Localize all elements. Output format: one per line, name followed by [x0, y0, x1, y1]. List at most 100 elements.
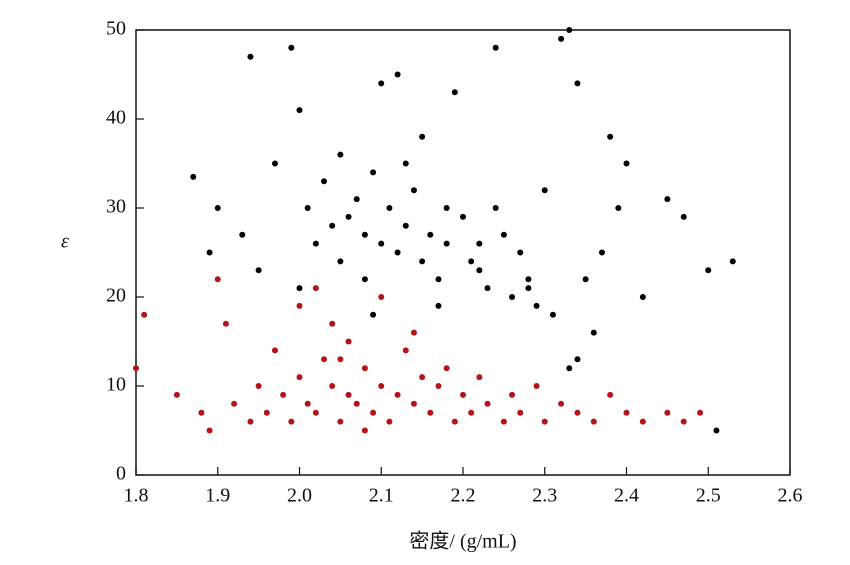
point — [460, 391, 466, 398]
x-tick-label: 2.3 — [532, 485, 557, 507]
x-tick-label: 2.2 — [451, 485, 476, 507]
point — [345, 391, 352, 398]
point — [271, 160, 278, 167]
point — [304, 400, 311, 407]
point — [337, 258, 344, 265]
point — [427, 409, 434, 416]
point — [729, 258, 736, 265]
point — [288, 44, 295, 51]
point — [361, 427, 368, 434]
y-tick-label: 30 — [106, 196, 126, 218]
point — [500, 418, 507, 425]
point — [394, 391, 401, 398]
point — [590, 329, 597, 336]
plot-frame — [135, 29, 791, 476]
point — [280, 391, 287, 398]
point — [492, 44, 499, 51]
point — [517, 409, 524, 416]
point — [288, 418, 295, 425]
point — [533, 383, 540, 389]
x-tick-label: 2.6 — [778, 485, 803, 507]
point — [378, 80, 385, 87]
point — [198, 409, 205, 416]
y-tick-label: 10 — [106, 374, 126, 396]
point — [231, 400, 238, 407]
point — [402, 347, 409, 354]
point — [345, 338, 352, 345]
point — [566, 365, 573, 372]
point — [361, 276, 368, 283]
point — [378, 294, 385, 300]
point — [296, 107, 303, 114]
point — [321, 178, 328, 185]
point — [361, 231, 368, 238]
point — [370, 311, 377, 318]
point — [639, 294, 646, 300]
point — [574, 409, 581, 416]
point — [304, 205, 311, 211]
point — [484, 400, 491, 407]
point — [468, 258, 475, 265]
point — [312, 409, 319, 416]
point — [370, 409, 377, 416]
point — [296, 285, 303, 292]
point — [427, 231, 434, 238]
point — [574, 80, 581, 87]
point — [451, 418, 458, 425]
point — [582, 276, 589, 283]
point — [590, 418, 597, 425]
point — [353, 196, 360, 203]
point — [664, 409, 671, 416]
point — [394, 249, 401, 256]
point — [460, 213, 466, 220]
point — [296, 374, 303, 381]
point — [525, 285, 532, 292]
point — [680, 213, 687, 220]
point — [680, 418, 687, 425]
point — [484, 285, 491, 292]
point — [206, 249, 213, 256]
point — [239, 231, 246, 238]
point — [639, 418, 646, 425]
point — [435, 383, 442, 389]
point — [353, 400, 360, 407]
point — [361, 365, 368, 372]
point — [705, 267, 712, 274]
x-axis-label: 密度/ (g/mL) — [409, 530, 516, 553]
point — [476, 267, 483, 274]
point — [173, 391, 180, 398]
point — [312, 285, 319, 292]
point — [378, 383, 385, 389]
point — [337, 356, 344, 363]
point — [410, 187, 417, 194]
y-tick-label: 50 — [106, 18, 126, 40]
point — [574, 356, 581, 363]
point — [664, 196, 671, 203]
y-tick-label: 0 — [116, 463, 126, 485]
point — [141, 311, 148, 318]
point — [435, 302, 442, 309]
point — [558, 35, 565, 42]
point — [370, 169, 377, 176]
point — [623, 409, 630, 416]
point — [468, 409, 475, 416]
point — [329, 320, 336, 327]
point — [509, 391, 516, 398]
point — [607, 391, 614, 398]
point — [697, 409, 704, 416]
x-tick-label: 2.1 — [369, 485, 394, 507]
point — [206, 427, 213, 434]
point — [255, 383, 262, 389]
x-tick-label: 1.8 — [124, 485, 149, 507]
point — [263, 409, 270, 416]
y-tick-label: 40 — [106, 107, 126, 129]
point — [476, 240, 483, 247]
point — [476, 374, 483, 381]
point — [713, 427, 720, 434]
point — [410, 329, 417, 336]
point — [558, 400, 565, 407]
point — [566, 27, 573, 33]
point — [386, 205, 393, 211]
point — [222, 320, 229, 327]
y-tick-label: 20 — [106, 285, 126, 307]
